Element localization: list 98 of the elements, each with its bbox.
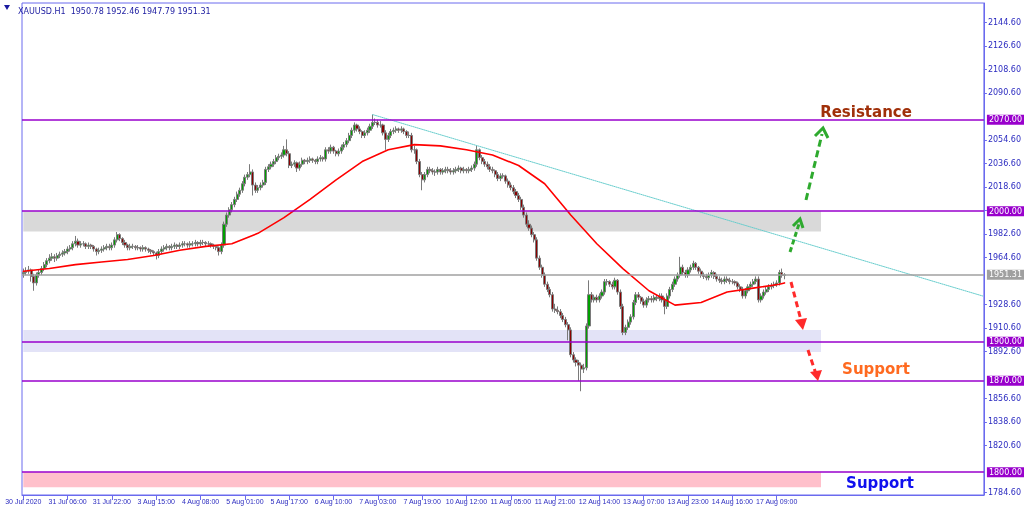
candlestick: [100, 245, 103, 254]
candlestick: [149, 248, 153, 255]
candlestick: [598, 292, 601, 304]
candlestick: [366, 127, 369, 136]
annotation: Support: [842, 360, 910, 378]
candlestick: [428, 166, 432, 174]
candlestick: [454, 166, 458, 174]
candlestick: [452, 167, 455, 176]
candlestick: [63, 248, 67, 257]
candlestick: [134, 244, 137, 251]
y-tick-label: 2090.60: [987, 88, 1022, 98]
candlestick: [87, 241, 90, 250]
candlestick: [514, 188, 518, 199]
y-tick-label: 1892.60: [987, 346, 1022, 356]
chart-title: XAUUSD.H1 1950.78 1952.46 1947.79 1951.31: [18, 6, 211, 16]
candlestick: [186, 241, 189, 249]
y-tick-label: 2144.60: [987, 17, 1022, 27]
candlestick: [603, 278, 606, 296]
candlestick: [53, 253, 56, 263]
candlestick: [332, 145, 335, 155]
candlestick: [744, 287, 747, 300]
candlestick: [61, 249, 64, 258]
y-tick-label: 2054.60: [987, 135, 1022, 145]
candlestick: [306, 157, 309, 165]
candlestick: [121, 236, 124, 246]
candlestick: [173, 241, 176, 250]
candlestick: [74, 235, 77, 247]
candlestick: [439, 167, 442, 176]
candlestick: [79, 240, 82, 249]
annotation: Resistance: [820, 103, 912, 121]
y-tick-label: 2036.60: [987, 158, 1022, 168]
ref-line-label: 1951.31: [988, 270, 1023, 280]
candlestick: [551, 291, 554, 313]
candlestick: [637, 291, 640, 301]
y-tick-label: 2018.60: [987, 182, 1022, 192]
candlestick: [673, 275, 677, 288]
candlestick: [293, 159, 296, 168]
y-tick-label: 1838.60: [987, 417, 1022, 427]
candlestick: [663, 296, 666, 315]
candlestick: [345, 137, 348, 148]
y-tick-label: 1928.60: [987, 299, 1022, 309]
candlestick: [441, 167, 445, 176]
candlestick: [233, 196, 236, 208]
candlestick: [512, 184, 515, 195]
candlestick: [160, 245, 163, 255]
candlestick: [457, 164, 460, 173]
candlestick: [444, 166, 447, 174]
candlestick: [465, 167, 468, 174]
candlestick: [123, 239, 127, 249]
candlestick: [126, 243, 129, 251]
candlestick: [355, 123, 359, 133]
ref-line-label: 1900.00: [988, 337, 1023, 347]
y-tick-label: 1820.60: [987, 440, 1022, 450]
candlestick: [358, 125, 361, 135]
candlestick: [319, 154, 322, 163]
ref-line-label: 2070.00: [988, 115, 1023, 125]
candlestick: [371, 114, 374, 130]
candlestick: [762, 288, 765, 300]
candlestick: [50, 252, 54, 262]
candlestick: [66, 245, 69, 255]
candlestick: [295, 161, 299, 173]
candlestick: [491, 166, 494, 174]
candlestick: [757, 275, 760, 304]
candlestick: [152, 249, 155, 257]
candlestick: [76, 238, 80, 249]
candlestick: [650, 295, 653, 304]
candlestick: [147, 247, 150, 254]
candlestick: [405, 129, 408, 139]
candlestick: [199, 239, 202, 247]
candlestick: [723, 275, 726, 285]
y-tick-label: 2108.60: [987, 64, 1022, 74]
candlestick: [48, 253, 51, 264]
ref-line-label: 1800.00: [988, 467, 1023, 477]
ref-line-label: 2000.00: [988, 206, 1023, 216]
candlestick: [431, 167, 434, 176]
candlestick: [139, 245, 142, 253]
candlestick: [504, 174, 507, 185]
y-tick-label: 1910.60: [987, 323, 1022, 333]
candlestick: [353, 121, 356, 134]
y-tick-label: 1856.60: [987, 393, 1022, 403]
candlestick: [392, 127, 395, 135]
candlestick: [269, 161, 273, 170]
annotation: Support: [846, 474, 914, 492]
candlestick: [272, 158, 275, 168]
ref-line-label: 1870.00: [988, 376, 1023, 386]
candlestick: [298, 161, 301, 172]
line-series: [22, 143, 786, 306]
candlestick: [697, 265, 700, 275]
candlestick: [259, 181, 262, 191]
candlestick: [426, 166, 429, 178]
y-tick-label: 2126.60: [987, 41, 1022, 51]
candlestick: [749, 281, 752, 290]
candlestick: [736, 281, 739, 290]
candlestick: [499, 172, 502, 182]
candlestick: [113, 236, 116, 249]
y-tick-label: 1964.60: [987, 252, 1022, 262]
y-tick-label: 1982.60: [987, 229, 1022, 239]
y-tick-label: 1784.60: [987, 487, 1022, 497]
